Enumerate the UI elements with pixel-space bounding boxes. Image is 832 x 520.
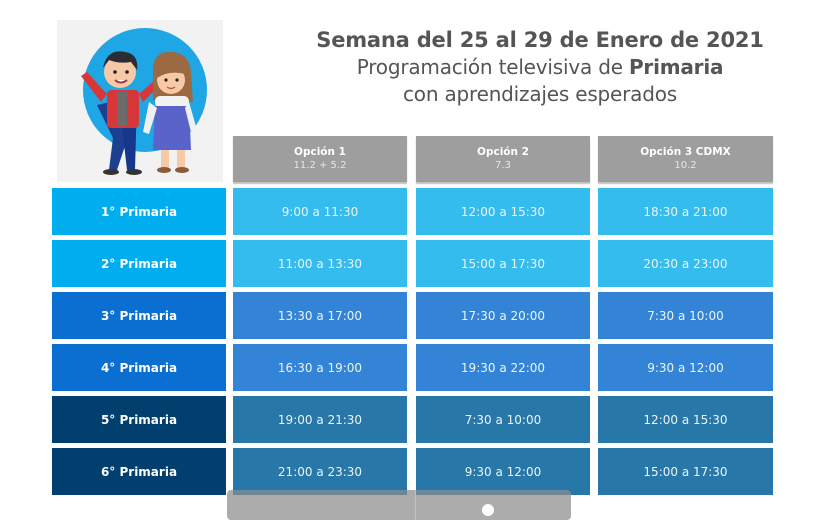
- schedule-cell: 9:00 a 11:30: [233, 188, 407, 235]
- overlay-divider: [415, 490, 416, 520]
- row-label-grade-6: 6° Primaria: [52, 448, 226, 495]
- schedule-cell: 19:00 a 21:30: [233, 396, 407, 443]
- schedule-cell: 19:30 a 22:00: [416, 344, 590, 391]
- page-title: Semana del 25 al 29 de Enero de 2021 Pro…: [260, 26, 820, 108]
- schedule-cell: 12:00 a 15:30: [416, 188, 590, 235]
- schedule-cell: 7:30 a 10:00: [416, 396, 590, 443]
- schedule-cell: 15:00 a 17:30: [598, 448, 773, 495]
- title-level: Primaria: [628, 55, 724, 79]
- row-label-grade-3: 3° Primaria: [52, 292, 226, 339]
- column-header-option-2: Opción 2 7.3: [416, 136, 590, 182]
- schedule-cell: 16:30 a 19:00: [233, 344, 407, 391]
- video-controls-overlay[interactable]: [227, 490, 571, 520]
- scrubber-knob-icon[interactable]: [482, 504, 494, 516]
- row-label-grade-5: 5° Primaria: [52, 396, 226, 443]
- schedule-cell: 18:30 a 21:00: [598, 188, 773, 235]
- schedule-cell: 15:00 a 17:30: [416, 240, 590, 287]
- title-week: Semana del 25 al 29 de Enero de 2021: [316, 28, 764, 52]
- title-program: Programación televisiva de Primaria: [356, 55, 724, 79]
- schedule-cell: 13:30 a 17:00: [233, 292, 407, 339]
- schedule-cell: 9:30 a 12:00: [416, 448, 590, 495]
- schedule-cell: 17:30 a 20:00: [416, 292, 590, 339]
- schedule-cell: 20:30 a 23:00: [598, 240, 773, 287]
- schedule-cell: 11:00 a 13:30: [233, 240, 407, 287]
- children-illustration-icon: [81, 28, 207, 175]
- column-header-option-3: Opción 3 CDMX 10.2: [598, 136, 773, 182]
- title-subtitle: con aprendizajes esperados: [403, 82, 677, 106]
- schedule-cell: 12:00 a 15:30: [598, 396, 773, 443]
- row-label-grade-4: 4° Primaria: [52, 344, 226, 391]
- schedule-cell: 9:30 a 12:00: [598, 344, 773, 391]
- schedule-cell: 7:30 a 10:00: [598, 292, 773, 339]
- row-label-grade-1: 1° Primaria: [52, 188, 226, 235]
- row-label-grade-2: 2° Primaria: [52, 240, 226, 287]
- schedule-cell: 21:00 a 23:30: [233, 448, 407, 495]
- column-header-option-1: Opción 1 11.2 + 5.2: [233, 136, 407, 182]
- hero-illustration: [57, 20, 223, 182]
